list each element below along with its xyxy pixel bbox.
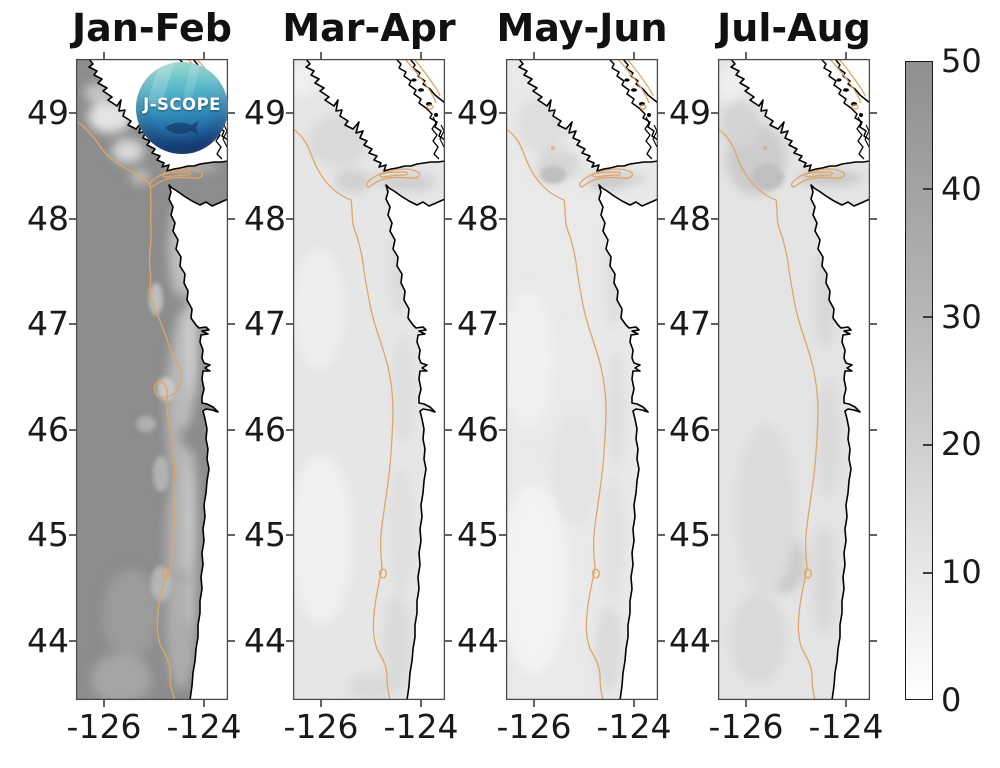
colorbar-tick [923,188,932,190]
lat-label: 46 [457,410,499,449]
lat-label: 47 [457,304,499,343]
lat-label: 48 [27,199,69,238]
lat-label: 49 [457,93,499,132]
colorbar-tick [923,444,932,446]
lat-label: 44 [669,621,711,660]
lat-label: 47 [244,304,286,343]
lon-label: -124 [166,707,242,746]
map-panel-mar-apr [285,51,453,708]
lat-label: 44 [457,621,499,660]
lat-label: 45 [669,515,711,554]
colorbar-label: 50 [941,42,982,80]
colorbar-label: 40 [941,170,982,208]
lon-label: -126 [496,707,572,746]
panel-title-may-jun: May-Jun [496,6,668,50]
panel-title-jan-feb: Jan-Feb [72,6,232,50]
panel-title-mar-apr: Mar-Apr [282,6,456,50]
fish-icon [165,121,199,135]
lon-label: -126 [708,707,784,746]
colorbar-tick [923,316,932,318]
lat-label: 46 [669,410,711,449]
lat-label: 48 [669,199,711,238]
colorbar-label: 30 [941,298,982,336]
map-panel-jul-aug [710,51,878,708]
lat-label: 44 [244,621,286,660]
jscope-logo-text: J-SCOPE [143,95,221,114]
lat-label: 49 [669,93,711,132]
lon-label: -126 [66,707,142,746]
map-panel-may-jun [498,51,666,708]
lat-label: 48 [244,199,286,238]
lat-label: 45 [27,515,69,554]
lat-label: 49 [244,93,286,132]
colorbar [905,61,933,700]
lat-label: 48 [457,199,499,238]
lat-label: 46 [27,410,69,449]
lat-label: 47 [27,304,69,343]
lat-label: 46 [244,410,286,449]
panel-title-jul-aug: Jul-Aug [717,6,871,50]
lon-label: -124 [383,707,459,746]
lon-label: -124 [808,707,884,746]
lat-label: 49 [27,93,69,132]
lon-label: -124 [596,707,672,746]
lat-label: 45 [457,515,499,554]
colorbar-label: 20 [941,425,982,463]
lat-label: 45 [244,515,286,554]
lon-label: -126 [283,707,359,746]
colorbar-label: 10 [941,553,982,591]
map-panel-jan-feb [68,51,236,708]
lat-label: 44 [27,621,69,660]
jscope-logo: J-SCOPE [136,62,228,154]
colorbar-tick [923,572,932,574]
colorbar-label: 0 [941,681,962,719]
lat-label: 47 [669,304,711,343]
